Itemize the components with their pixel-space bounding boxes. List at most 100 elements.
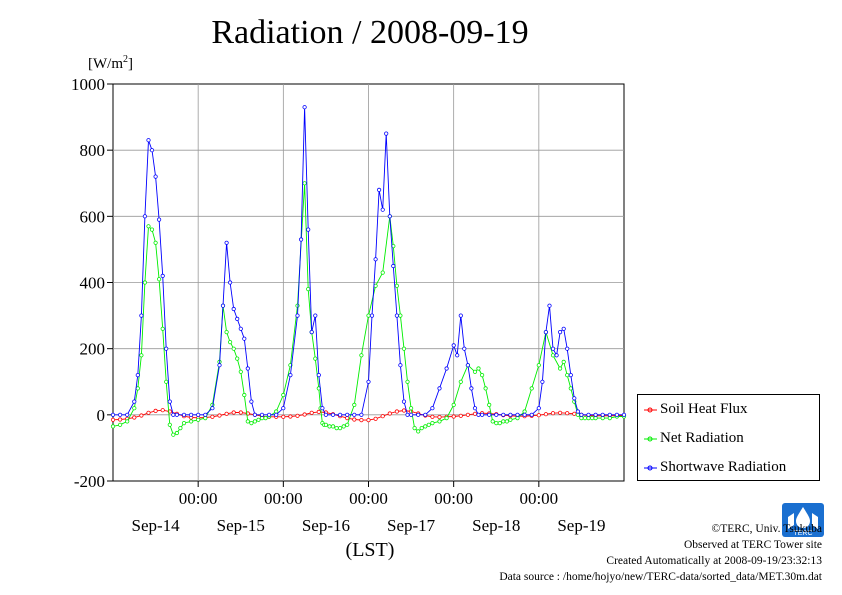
data-point: [309, 410, 314, 415]
legend-marker-net-radiation: [644, 436, 657, 442]
data-point: [508, 417, 513, 422]
data-point: [408, 406, 414, 411]
data-point: [405, 412, 410, 417]
x-date-label: Sep-19: [557, 516, 605, 535]
y-tick-label: -200: [74, 472, 105, 491]
data-point: [465, 412, 470, 417]
data-point: [387, 214, 392, 219]
data-point: [164, 379, 169, 384]
data-point: [430, 406, 435, 411]
terc-logo: TERC: [782, 503, 824, 537]
data-point: [394, 283, 399, 288]
data-source-text: Data source : /home/hojyo/new/TERC-data/…: [499, 571, 822, 583]
data-point: [359, 417, 364, 423]
data-point: [550, 411, 556, 416]
data-point: [586, 415, 591, 421]
data-point: [589, 415, 595, 421]
data-point: [366, 417, 371, 423]
data-point: [196, 417, 201, 422]
data-point: [263, 415, 268, 421]
data-point: [146, 410, 151, 415]
data-point: [118, 422, 123, 427]
data-point: [306, 286, 311, 292]
data-point: [593, 415, 598, 421]
data-point: [451, 402, 456, 407]
data-point: [593, 412, 598, 417]
y-tick-label: 0: [97, 406, 106, 425]
data-point: [259, 415, 265, 421]
x-time-label: 00:00: [349, 489, 388, 508]
data-point: [607, 412, 612, 417]
data-point: [501, 412, 506, 417]
data-point: [437, 414, 442, 420]
data-point: [316, 372, 321, 378]
data-point: [451, 414, 456, 419]
data-point: [323, 412, 328, 417]
data-point: [380, 207, 385, 212]
data-point: [142, 280, 147, 285]
data-point: [561, 326, 566, 331]
data-point: [252, 419, 257, 424]
series-layer: [110, 105, 627, 437]
data-point: [373, 257, 378, 262]
data-point: [451, 343, 456, 348]
data-point: [167, 399, 172, 404]
data-point: [118, 417, 123, 422]
data-point: [366, 313, 371, 318]
data-point: [245, 366, 250, 371]
data-point: [118, 412, 123, 417]
data-point: [110, 412, 116, 417]
y-unit-superscript: 2: [123, 54, 128, 65]
data-point: [256, 417, 261, 422]
y-unit-main: [W/m: [88, 56, 123, 72]
data-point: [231, 410, 236, 415]
data-point: [579, 415, 584, 421]
x-date-label: Sep-17: [387, 516, 436, 535]
data-point: [476, 366, 481, 371]
data-point: [458, 379, 463, 384]
data-point: [430, 420, 435, 426]
data-point: [419, 425, 424, 431]
data-point: [437, 419, 442, 424]
data-point: [529, 386, 534, 391]
data-point: [522, 409, 527, 414]
y-tick-label: 600: [80, 207, 106, 226]
data-point: [401, 399, 407, 404]
data-point: [398, 363, 403, 368]
data-point: [575, 412, 581, 417]
data-point: [487, 412, 492, 417]
y-tick-label: 1000: [71, 75, 105, 94]
data-point: [224, 329, 229, 335]
data-point: [529, 412, 534, 417]
data-point: [380, 270, 385, 275]
data-point: [543, 412, 549, 417]
data-point: [153, 408, 158, 413]
data-point: [302, 105, 307, 110]
data-point: [281, 392, 286, 398]
data-point: [575, 409, 581, 414]
data-point: [110, 417, 116, 422]
data-point: [547, 303, 552, 308]
data-point: [235, 356, 240, 361]
data-point: [160, 326, 165, 331]
data-point: [210, 406, 215, 411]
created-text: Created Automatically at 2008-09-19/23:3…: [606, 555, 822, 567]
data-point: [515, 415, 520, 421]
data-point: [153, 174, 158, 179]
data-point: [252, 412, 257, 417]
data-point: [139, 353, 144, 358]
data-point: [341, 424, 346, 429]
data-point: [469, 386, 474, 391]
data-point: [621, 412, 627, 417]
data-point: [337, 412, 343, 417]
data-point: [224, 240, 229, 245]
legend-marker-soil-heat-flux: [644, 407, 657, 413]
data-point: [376, 187, 382, 192]
data-point: [586, 412, 591, 417]
data-point: [405, 379, 410, 384]
data-point: [540, 379, 545, 384]
x-date-label: Sep-18: [472, 516, 520, 535]
y-tick-label: 400: [80, 274, 106, 293]
data-point: [167, 422, 172, 427]
